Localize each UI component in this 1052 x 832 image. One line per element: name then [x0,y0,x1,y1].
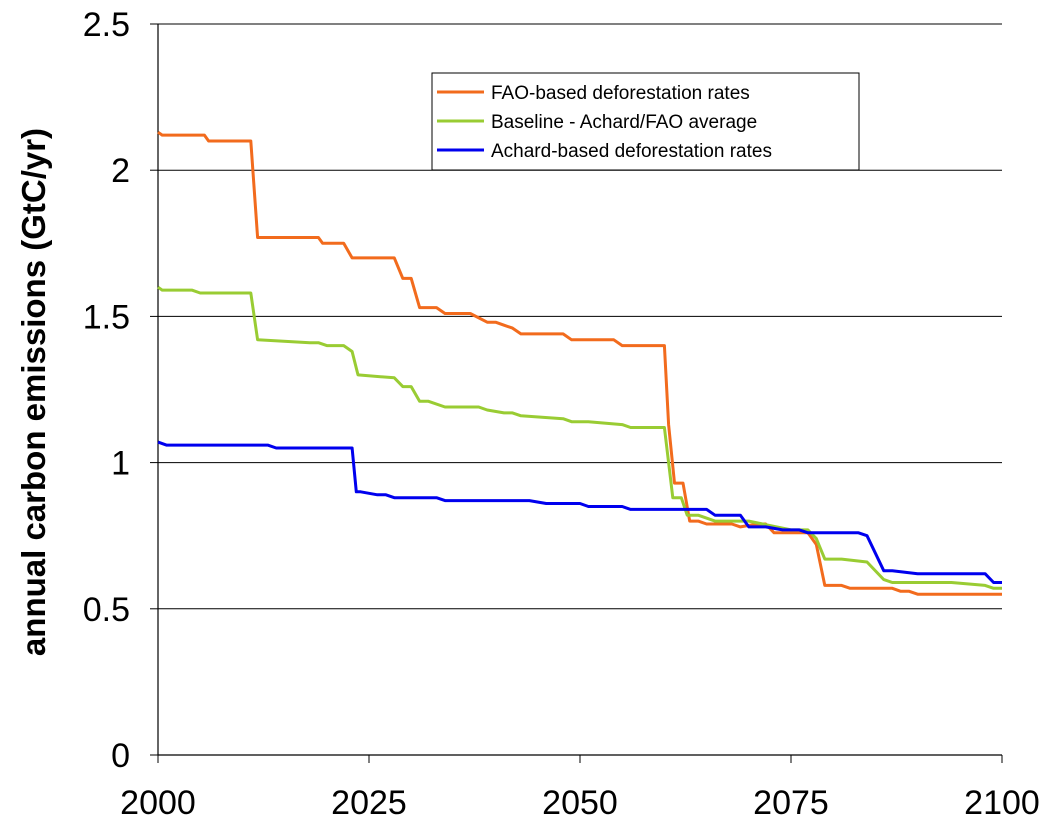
series-line-2 [157,285,1002,590]
x-tick-label: 2075 [753,784,829,822]
x-tick-label: 2000 [120,784,196,822]
legend-label-2: Baseline - Achard/FAO average [491,112,757,133]
y-tick-label: 0.5 [83,591,130,629]
y-tick-label: 0 [111,737,130,775]
legend-label-1: FAO-based deforestation rates [491,83,750,104]
plot-area [157,130,1002,596]
series-line-1 [157,130,1002,596]
x-tick-label: 2025 [331,784,407,822]
y-axis-label: annual carbon emissions (GtC/yr) [15,128,52,656]
x-tick-label: 2050 [542,784,618,822]
axes [150,23,1003,763]
y-tick-labels: 0 0.5 1 1.5 2 2.5 [83,6,130,775]
y-tick-label: 2 [111,152,130,190]
series-line-3 [157,440,1002,584]
y-tick-label: 1 [111,445,130,483]
legend: FAO-based deforestation rates Baseline - … [431,72,860,171]
legend-box [431,72,860,171]
x-tick-labels: 2000 2025 2050 2075 2100 [120,784,1040,822]
x-tick-label: 2100 [964,784,1040,822]
legend-label-3: Achard-based deforestation rates [491,141,772,162]
y-tick-label: 1.5 [83,298,130,336]
y-tick-label: 2.5 [83,6,130,44]
gridlines [158,23,1002,610]
